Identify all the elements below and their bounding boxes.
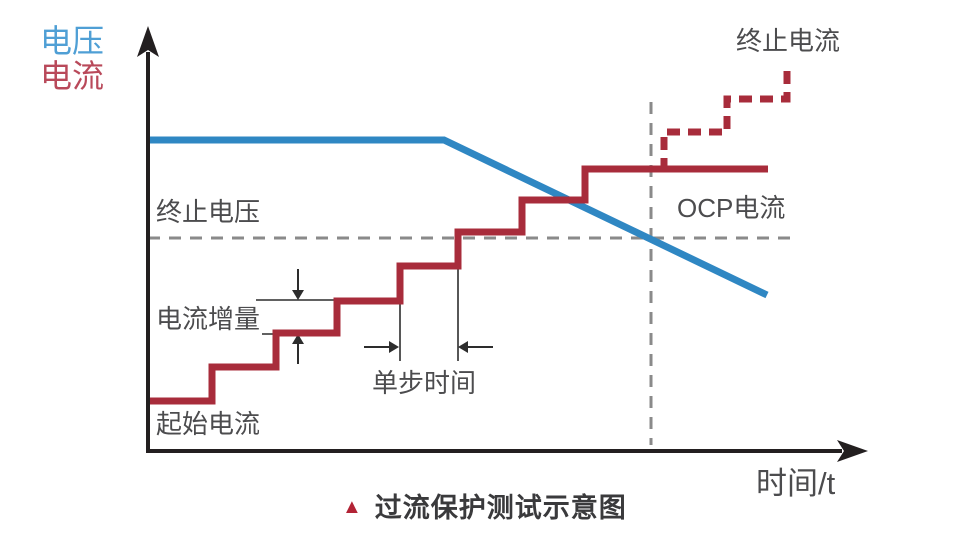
- increment-down-arrowhead-icon: [292, 290, 304, 300]
- step-time-right-arrowhead-icon: [389, 341, 399, 353]
- end-current-dashed-staircase: [660, 68, 791, 171]
- figure-caption: ▲ 过流保护测试示意图: [342, 486, 627, 525]
- ocp-current-label: OCP电流: [677, 193, 786, 223]
- current-staircase: [148, 165, 768, 405]
- x-axis-arrowhead-icon: [837, 440, 868, 462]
- x-axis-label-time: 时间/t: [756, 466, 836, 501]
- increment-up-arrowhead-icon: [292, 334, 304, 344]
- y-axis-label-voltage: 电压: [40, 23, 105, 59]
- start-current-label: 起始电流: [156, 409, 261, 439]
- y-axis-arrowhead-icon: [137, 26, 159, 57]
- end-current-label: 终止电流: [736, 26, 841, 56]
- step-time-left-arrowhead-icon: [458, 341, 468, 353]
- caption-triangle-icon: ▲: [342, 495, 362, 518]
- step-time-label: 单步时间: [372, 368, 477, 398]
- y-axis-label-current: 电流: [40, 58, 105, 94]
- voltage-curve: [148, 136, 769, 299]
- current-increment-label: 电流增量: [156, 304, 261, 334]
- end-voltage-label: 终止电压: [156, 197, 261, 227]
- caption-text: 过流保护测试示意图: [374, 493, 627, 523]
